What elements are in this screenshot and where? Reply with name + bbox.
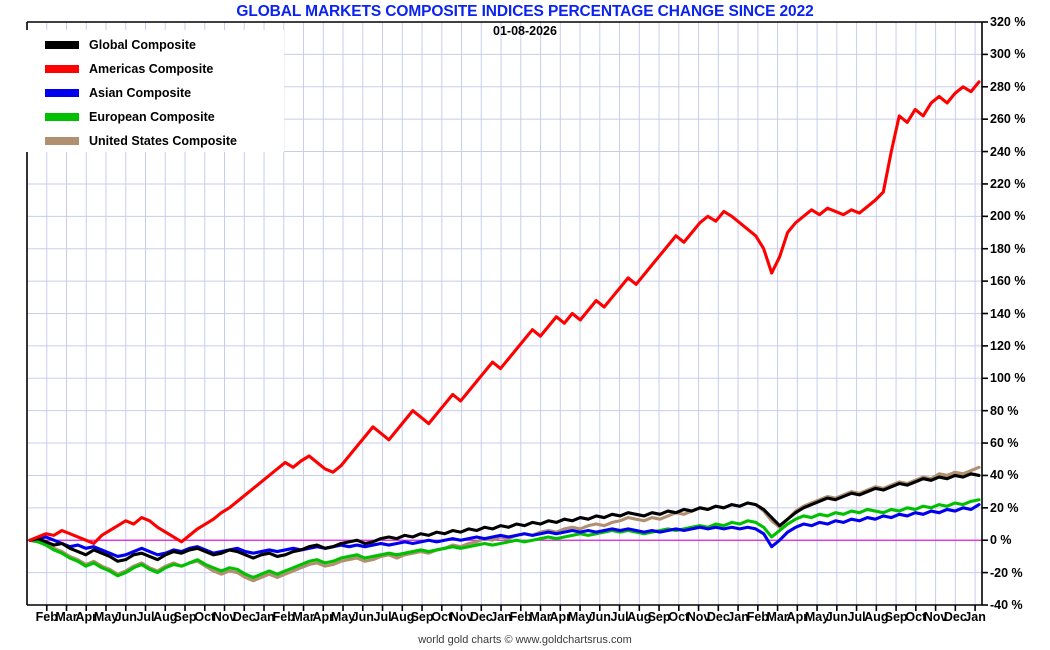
x-axis-tick-label: Jun <box>114 610 137 624</box>
legend-label-united-states: United States Composite <box>89 134 237 148</box>
legend-item-americas[interactable]: Americas Composite <box>25 57 284 81</box>
axis-tick-marks <box>45 21 988 611</box>
x-axis-tick-label: Apr <box>75 610 98 624</box>
x-axis-tick-label: Aug <box>627 610 652 624</box>
legend-item-european[interactable]: European Composite <box>25 105 284 129</box>
y-axis-tick-label: 20 % <box>990 500 1019 515</box>
legend-label-asian: Asian Composite <box>89 86 192 100</box>
x-axis-tick-label: Mar <box>766 610 789 624</box>
y-axis-tick-label: 300 % <box>990 47 1026 62</box>
x-axis-tick-label: Oct <box>431 610 453 624</box>
legend-swatch-global <box>45 41 79 49</box>
y-axis-tick-label: 180 % <box>990 241 1026 256</box>
y-axis-tick-label: 260 % <box>990 112 1026 127</box>
legend-swatch-united-states <box>45 137 79 145</box>
legend-label-global: Global Composite <box>89 38 196 52</box>
legend-item-global[interactable]: Global Composite <box>25 33 284 57</box>
x-axis-tick-label: Jan <box>490 610 512 624</box>
y-axis-tick-label: 60 % <box>990 436 1019 451</box>
x-axis-tick-label: May <box>804 610 830 624</box>
x-axis-tick-label: Mar <box>529 610 552 624</box>
x-axis-tick-label: Jun <box>351 610 374 624</box>
x-axis-tick-label: Jan <box>964 610 986 624</box>
y-axis-tick-label: 40 % <box>990 468 1019 483</box>
x-axis-tick-label: Apr <box>786 610 809 624</box>
x-axis-tick-label: Nov <box>212 610 237 624</box>
y-axis-tick-label: 100 % <box>990 371 1026 386</box>
x-axis-tick-label: Apr <box>549 610 572 624</box>
x-axis-tick-label: Feb <box>35 610 58 624</box>
chart-legend: Global Composite Americas Composite Asia… <box>25 30 284 152</box>
legend-swatch-asian <box>45 89 79 97</box>
x-axis-tick-label: Aug <box>153 610 178 624</box>
x-axis-tick-label: Aug <box>390 610 415 624</box>
y-axis-tick-label: 220 % <box>990 176 1026 191</box>
y-axis-tick-label: 80 % <box>990 403 1019 418</box>
x-axis-tick-label: Jan <box>727 610 749 624</box>
chart-footer-credit: world gold charts © www.goldchartsrus.co… <box>418 634 632 646</box>
data-series-layer <box>28 80 981 583</box>
x-axis-tick-label: Nov <box>449 610 474 624</box>
legend-swatch-european <box>45 113 79 121</box>
y-axis-tick-label: -40 % <box>990 598 1023 612</box>
legend-item-united-states[interactable]: United States Composite <box>25 129 284 153</box>
x-axis-tick-label: Sep <box>410 610 434 624</box>
legend-swatch-americas <box>45 65 79 73</box>
x-axis-tick-label: Mar <box>55 610 78 624</box>
x-axis-tick-label: Jul <box>373 610 392 624</box>
y-axis-tick-label: 0 % <box>990 533 1012 548</box>
x-axis-tick-label: Aug <box>864 610 889 624</box>
x-axis-tick-label: Dec <box>943 610 967 624</box>
y-axis-tick-label: 120 % <box>990 338 1026 353</box>
x-axis-tick-label: Jul <box>847 610 866 624</box>
y-axis-tick-label: 140 % <box>990 306 1026 321</box>
y-axis-tick-label: -20 % <box>990 565 1023 580</box>
x-axis-tick-label: Oct <box>668 610 690 624</box>
x-axis-tick-label: Jun <box>825 610 848 624</box>
y-axis-tick-label: 240 % <box>990 144 1026 159</box>
x-axis-tick-label: Oct <box>905 610 927 624</box>
x-axis-tick-label: Nov <box>923 610 948 624</box>
x-axis-tick-label: Sep <box>884 610 908 624</box>
y-axis-tick-label: 280 % <box>990 79 1026 94</box>
legend-item-asian[interactable]: Asian Composite <box>25 81 284 105</box>
x-axis-tick-label: Jul <box>610 610 629 624</box>
chart-date-label: 01-08-2026 <box>493 24 557 38</box>
x-axis-tick-label: May <box>567 610 593 624</box>
x-axis-tick-label: Mar <box>292 610 315 624</box>
x-axis-tick-label: Sep <box>173 610 197 624</box>
x-axis-tick-label: Feb <box>509 610 532 624</box>
y-axis-tick-label: 160 % <box>990 274 1026 289</box>
chart-title: GLOBAL MARKETS COMPOSITE INDICES PERCENT… <box>236 3 814 20</box>
x-axis-tick-label: Dec <box>232 610 256 624</box>
x-axis-tick-label: Feb <box>272 610 295 624</box>
y-axis-tick-label: 200 % <box>990 209 1026 224</box>
y-axis-tick-label: 320 % <box>990 15 1026 29</box>
x-axis-tick-label: Dec <box>469 610 493 624</box>
x-axis-tick-label: May <box>93 610 119 624</box>
x-axis-tick-label: Feb <box>746 610 769 624</box>
x-axis-tick-label: May <box>330 610 356 624</box>
legend-label-european: European Composite <box>89 110 215 124</box>
x-axis-tick-label: Dec <box>706 610 730 624</box>
x-axis-tick-label: Oct <box>194 610 216 624</box>
legend-label-americas: Americas Composite <box>89 62 214 76</box>
x-axis-tick-label: Jan <box>253 610 275 624</box>
x-axis-tick-label: Nov <box>686 610 711 624</box>
x-axis-tick-label: Jun <box>588 610 611 624</box>
x-axis-tick-label: Sep <box>647 610 671 624</box>
x-axis-tick-label: Jul <box>136 610 155 624</box>
x-axis-tick-label: Apr <box>312 610 335 624</box>
